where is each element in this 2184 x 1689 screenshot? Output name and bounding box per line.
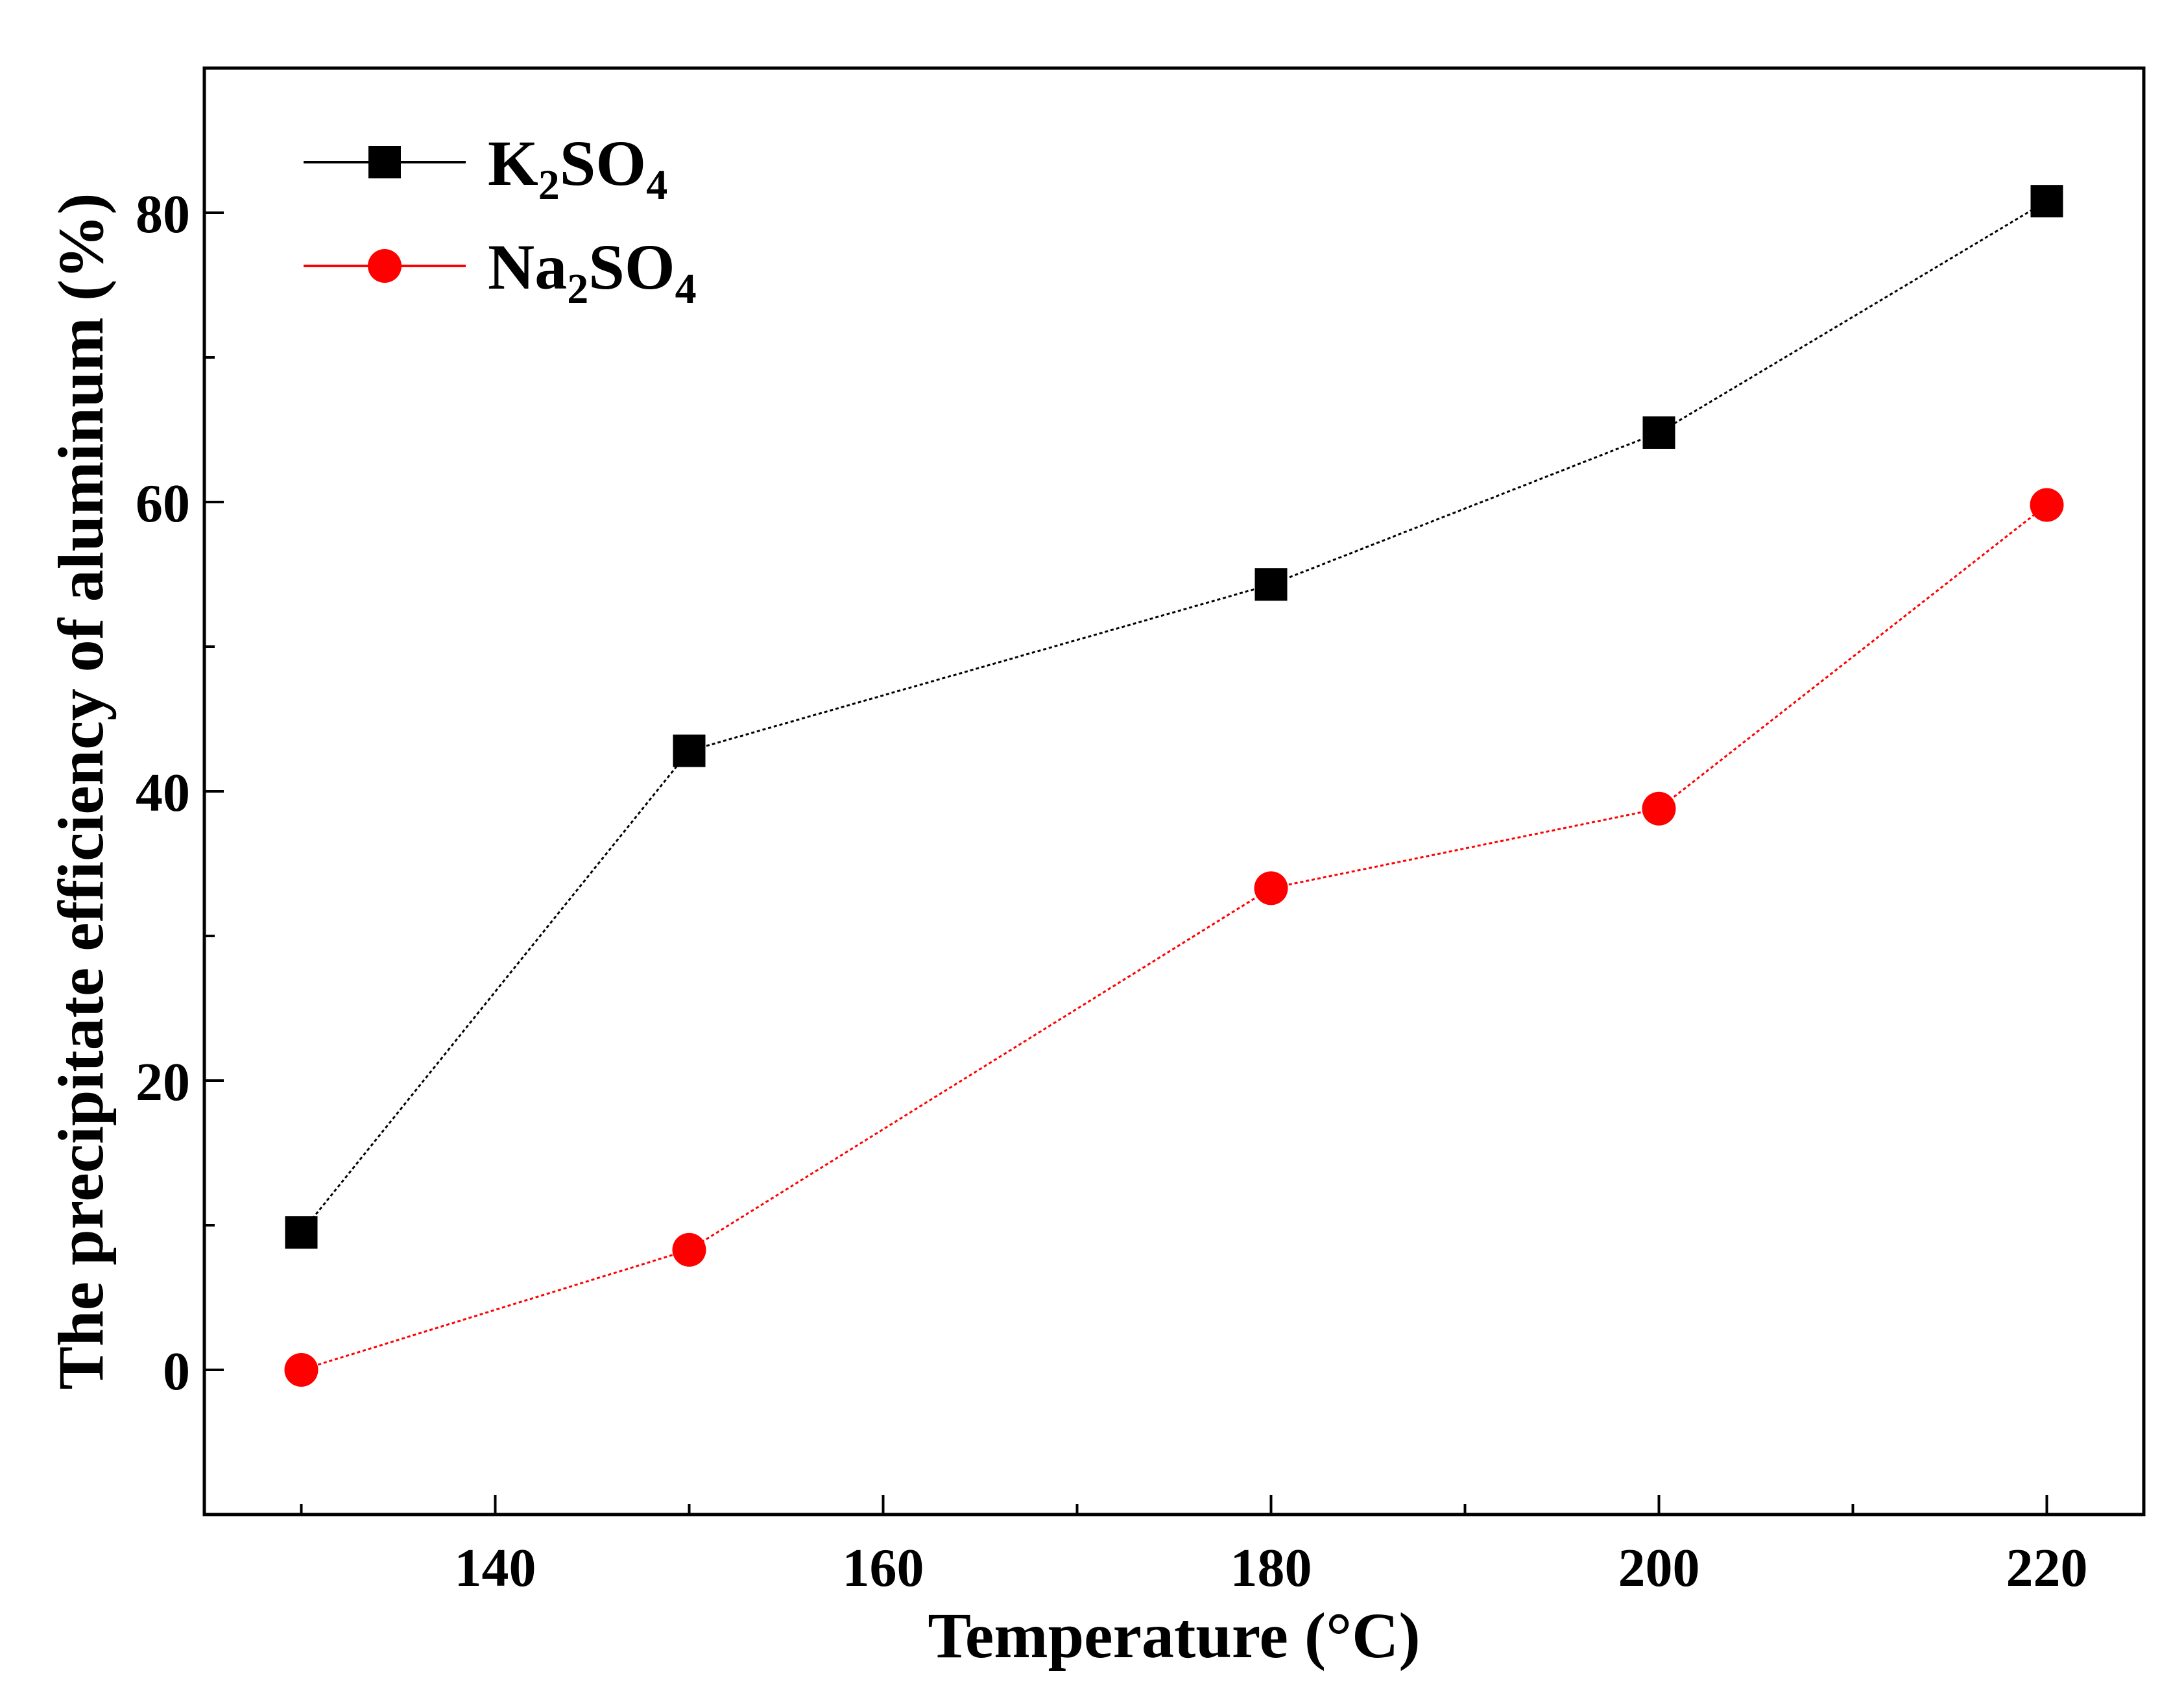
series-line — [301, 504, 2048, 1371]
data-point — [285, 1216, 318, 1249]
data-point — [2030, 488, 2064, 522]
y-tick-label: 60 — [136, 473, 190, 534]
legend-label-part: K — [488, 127, 538, 199]
x-tick-label: 200 — [1618, 1538, 1700, 1598]
tick-layer: 140 160 180 200 220 0 20 40 60 80 — [136, 184, 2088, 1598]
x-tick-label: 180 — [1230, 1538, 1312, 1598]
legend-label-part: SO — [588, 231, 675, 303]
legend-marker — [368, 249, 402, 283]
legend-label-subscript: 4 — [675, 265, 697, 313]
series-Na2SO4 — [284, 488, 2064, 1387]
x-tick-label: 160 — [843, 1538, 924, 1598]
y-tick-label: 0 — [163, 1341, 190, 1402]
legend-marker — [368, 146, 401, 178]
y-tick-label: 40 — [136, 763, 190, 823]
series-layer — [284, 185, 2064, 1387]
x-axis-title: Temperature (°C) — [928, 1599, 1420, 1671]
data-point — [672, 1232, 706, 1267]
data-point — [284, 1353, 318, 1387]
plot-frame — [202, 66, 2146, 1516]
y-tick-label: 20 — [136, 1052, 190, 1112]
legend-label: K2SO4 — [488, 127, 667, 209]
data-point — [1642, 416, 1675, 449]
legend-label-subscript: 2 — [567, 265, 588, 313]
data-point — [673, 734, 706, 767]
series-K2SO4 — [285, 185, 2063, 1249]
x-tick-label: 140 — [455, 1538, 536, 1598]
x-tick-label: 220 — [2006, 1538, 2088, 1598]
legend-label: Na2SO4 — [488, 231, 697, 313]
legend-item: K2SO4 — [304, 127, 667, 209]
legend-label-part: Na — [488, 231, 567, 303]
data-point — [2030, 185, 2063, 218]
data-point — [1642, 791, 1676, 826]
legend-item: Na2SO4 — [304, 231, 697, 313]
data-point — [1254, 568, 1288, 601]
legend-label-part: SO — [560, 127, 646, 199]
series-line — [300, 200, 2048, 1234]
data-point — [1254, 871, 1288, 905]
y-axis-title: The precipitate efficiency of aluminum (… — [45, 193, 117, 1389]
legend-label-subscript: 2 — [538, 162, 560, 209]
y-tick-label: 80 — [136, 184, 190, 245]
legend-label-subscript: 4 — [646, 162, 667, 209]
